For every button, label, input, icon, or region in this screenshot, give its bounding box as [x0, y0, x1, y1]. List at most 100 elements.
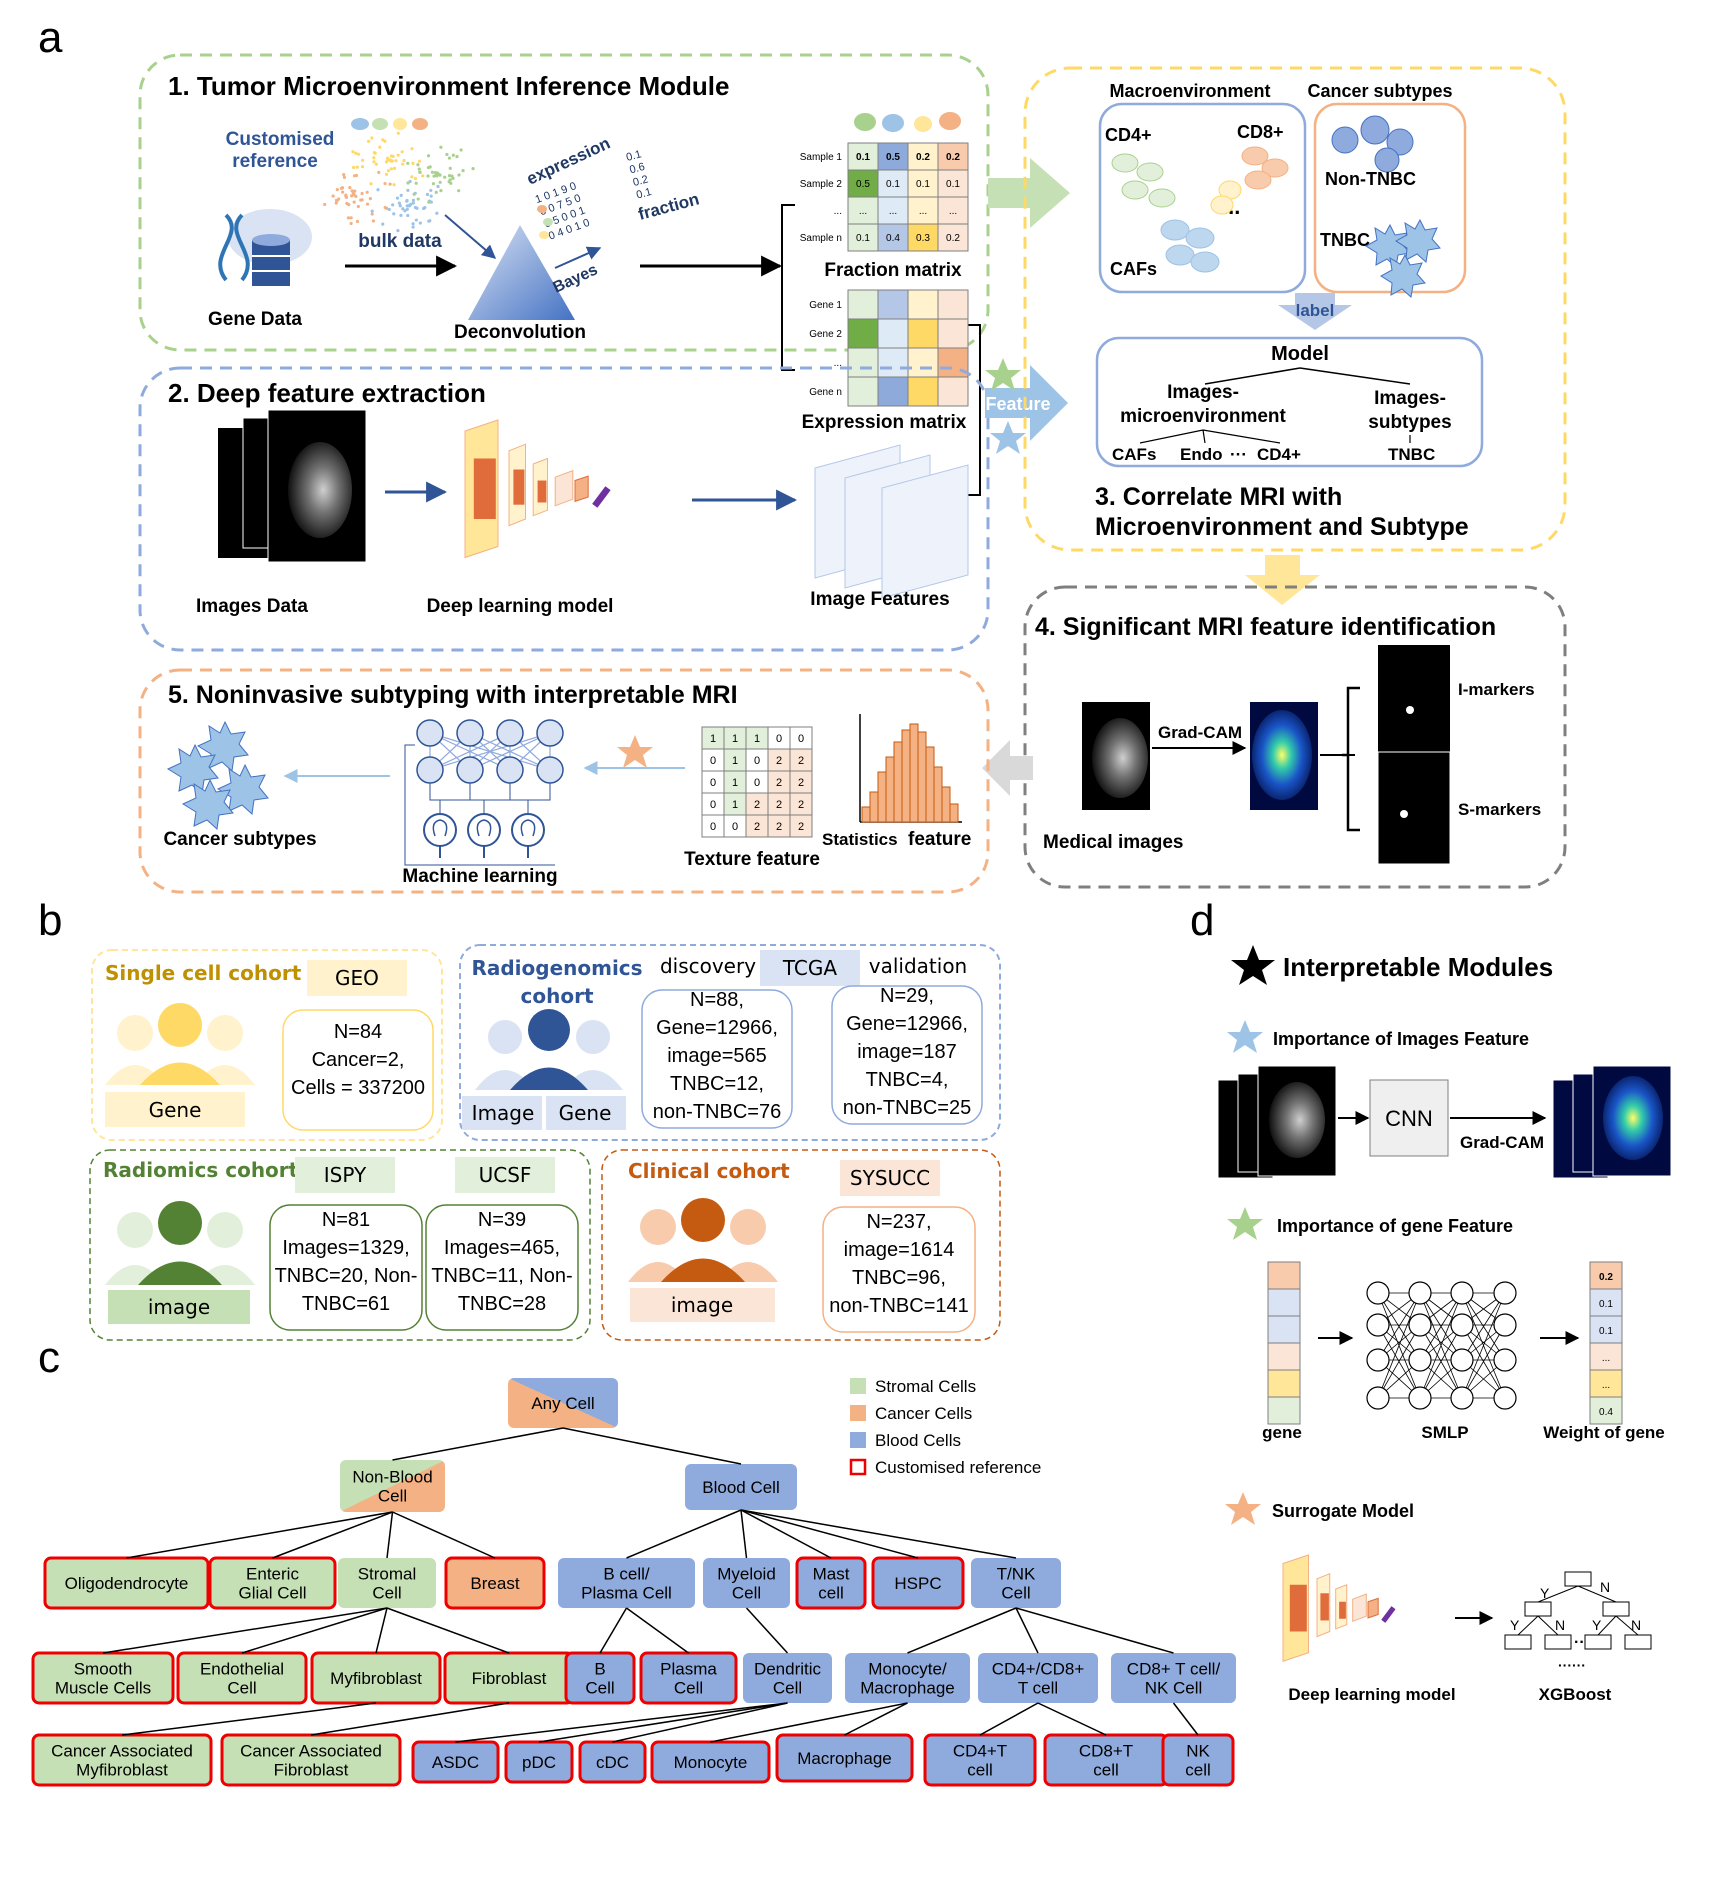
ucsf-stats-box	[425, 1204, 579, 1331]
svg-text:1: 1	[732, 799, 738, 811]
node-l4-2-label: ASDC	[432, 1753, 479, 1772]
medical-images-label: Medical images	[1043, 832, 1183, 853]
images-microenv-label: Images- microenvironment	[1120, 382, 1286, 427]
svg-text:Sample 1: Sample 1	[800, 152, 843, 163]
cafs-label: CAFs	[1110, 259, 1157, 279]
clinical-stats: N=237, image=1614 TNBC=96, non-TNBC=141	[829, 1211, 969, 1317]
svg-text:N=39: N=39	[478, 1209, 526, 1231]
heatmap-image	[1250, 702, 1318, 810]
node-l2-1-label: Enteric	[246, 1565, 299, 1584]
svg-text:TNBC=96,: TNBC=96,	[852, 1267, 946, 1289]
cell-legend: Stromal Cells Cancer Cells Blood Cells C…	[849, 1377, 1041, 1477]
d-heat-stack	[1552, 1065, 1672, 1179]
svg-text:0.4: 0.4	[1599, 1407, 1613, 1418]
svg-text:0.1: 0.1	[1599, 1299, 1613, 1310]
xgb-n2: N	[1555, 1617, 1565, 1633]
svg-text:cohort: cohort	[521, 984, 594, 1008]
svg-text:TNBC=61: TNBC=61	[302, 1293, 390, 1315]
svg-text:2: 2	[798, 777, 804, 789]
svg-text:2: 2	[798, 799, 804, 811]
svg-text:Gene 1: Gene 1	[809, 300, 842, 311]
svg-text:0.1: 0.1	[916, 179, 930, 190]
svg-text:0.5: 0.5	[856, 179, 870, 190]
node-non-blood-label: Cell	[378, 1487, 407, 1506]
node-l2-6-label: cell	[818, 1584, 844, 1603]
xgboost-tree	[1504, 1571, 1652, 1650]
node-l2-2	[338, 1558, 436, 1608]
d2-star-green	[1227, 1207, 1263, 1240]
ispy-stats: N=81 Images=1329, TNBC=20, Non- TNBC=61	[275, 1209, 418, 1315]
fraction-matrix-title: Fraction matrix	[824, 260, 962, 281]
svg-text:non-TNBC=141: non-TNBC=141	[829, 1295, 969, 1317]
module4-box	[1023, 585, 1567, 889]
ml-label: Machine learning	[402, 866, 557, 887]
bulk-data-label: bulk data	[358, 231, 442, 252]
ispy-tag	[295, 1157, 395, 1193]
svg-text:0: 0	[754, 755, 760, 767]
leaf-tnbc: TNBC	[1388, 445, 1435, 464]
d1-heading: Importance of Images Feature	[1273, 1029, 1529, 1049]
leaf-cafs: CAFs	[1112, 445, 1156, 464]
svg-text:3. Correlate MRI with: 3. Correlate MRI with	[1095, 483, 1342, 511]
image-features-stack	[814, 444, 969, 599]
tcga-tag-text: TCGA	[782, 956, 838, 980]
svg-text:0: 0	[798, 733, 804, 745]
xgb-y2: Y	[1510, 1617, 1520, 1633]
radiomics-person	[105, 1201, 255, 1324]
macro-box	[1098, 102, 1307, 294]
svg-text:Customised: Customised	[226, 129, 335, 150]
gene-vector	[1267, 1261, 1301, 1425]
svg-text:0.1: 0.1	[635, 186, 653, 202]
subtypes-box	[1313, 102, 1467, 294]
svg-text:0: 0	[710, 755, 716, 767]
feature-star-green	[985, 358, 1021, 391]
node-l3-7-label: Monocyte/	[868, 1660, 947, 1679]
node-l3-4-label: B	[594, 1660, 605, 1679]
fraction-vector: 0.1 0.6 0.2 0.1	[625, 148, 653, 201]
node-l3-2-label: Myfibroblast	[330, 1669, 422, 1688]
smlp-network	[1366, 1281, 1517, 1410]
node-l3-8-label: CD4+/CD8+	[992, 1660, 1085, 1679]
image-features-label: Image Features	[810, 589, 949, 610]
node-l3-6	[743, 1653, 832, 1703]
node-l4-9-label: NK	[1186, 1742, 1210, 1761]
cd8-label: CD8+	[1237, 122, 1284, 142]
node-l2-5-label: Cell	[732, 1584, 761, 1603]
svg-text:TNBC=11, Non-: TNBC=11, Non-	[431, 1265, 572, 1287]
panel-label-a: a	[38, 13, 63, 62]
clinical-person-label: image	[671, 1293, 733, 1317]
nontnbc-cells	[1331, 115, 1414, 173]
node-non-blood-label: Non-Blood	[352, 1468, 432, 1487]
node-l3-0-label: Smooth	[74, 1660, 133, 1679]
svg-text:0.1: 0.1	[886, 179, 900, 190]
node-l3-9-label: CD8+ T cell/	[1127, 1660, 1221, 1679]
node-blood	[685, 1464, 797, 1510]
macro-cells	[1111, 146, 1289, 273]
clinical-person	[628, 1198, 778, 1322]
svg-text:0.3: 0.3	[916, 233, 930, 244]
d3-heading: Surrogate Model	[1272, 1501, 1414, 1521]
ucsf-tag	[455, 1157, 555, 1193]
dl-model-label: Deep learning model	[427, 596, 614, 617]
node-l4-9-label: cell	[1185, 1761, 1211, 1780]
imarker-image	[1378, 645, 1450, 757]
tnbc-label: TNBC	[1320, 230, 1370, 250]
svg-text:0: 0	[732, 821, 738, 833]
svg-text:non-TNBC=25: non-TNBC=25	[843, 1097, 971, 1119]
node-l3-5-label: Plasma	[660, 1660, 717, 1679]
arrow-bulk-to-deconv	[444, 214, 497, 259]
svg-text:...: ...	[834, 206, 842, 217]
svg-text:Radiogenomics: Radiogenomics	[471, 956, 642, 980]
svg-text:...: ...	[949, 206, 957, 217]
xgb-y1: Y	[1540, 1585, 1550, 1601]
d3-star-orange	[1225, 1492, 1261, 1525]
feature-star-blue	[990, 421, 1026, 454]
node-non-blood	[340, 1460, 445, 1512]
svg-text:N=29,: N=29,	[880, 985, 934, 1007]
svg-text:1: 1	[710, 733, 716, 745]
svg-text:0.1: 0.1	[946, 179, 960, 190]
svg-text:Microenvironment and Subtype: Microenvironment and Subtype	[1095, 513, 1469, 541]
arrow-to-module4	[1245, 555, 1320, 605]
node-l3-1-label: Endothelial	[200, 1660, 284, 1679]
